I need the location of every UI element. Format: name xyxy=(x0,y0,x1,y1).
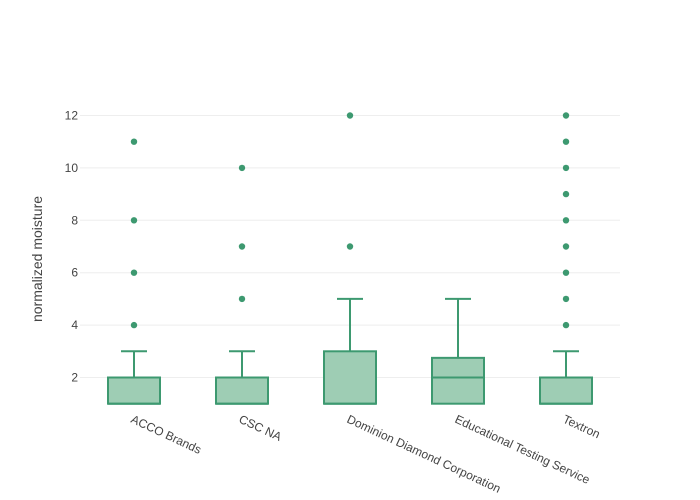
box-body xyxy=(107,376,161,405)
outlier-point xyxy=(562,243,570,250)
box-2 xyxy=(323,112,377,405)
x-tick-label: Textron xyxy=(561,412,603,441)
x-tick-label: ACCO Brands xyxy=(129,412,204,457)
y-tick-label: 2 xyxy=(71,371,78,385)
x-axis-ticks: ACCO Brands CSC NA Dominion Diamond Corpor… xyxy=(129,412,603,496)
box-1 xyxy=(215,164,269,405)
y-axis-label: normalized moisture xyxy=(29,196,45,322)
y-tick-label: 12 xyxy=(65,109,79,123)
outlier-point xyxy=(238,295,246,303)
outlier-point xyxy=(562,295,570,303)
outlier-point xyxy=(562,321,570,329)
box-body xyxy=(215,376,269,405)
y-tick-label: 4 xyxy=(71,318,78,332)
outlier-point xyxy=(130,269,138,276)
box-0 xyxy=(107,138,161,405)
outlier-point xyxy=(130,321,138,329)
box-3 xyxy=(431,297,485,405)
box-body xyxy=(539,376,593,405)
y-axis-ticks: 2 4 6 8 10 12 xyxy=(65,109,79,385)
outlier-point xyxy=(130,138,138,145)
outlier-point xyxy=(238,243,246,250)
outlier-point xyxy=(346,112,354,119)
outlier-point xyxy=(562,269,570,276)
outlier-point xyxy=(562,112,570,119)
box-4 xyxy=(539,112,593,405)
box-body xyxy=(323,350,377,405)
y-tick-label: 10 xyxy=(65,161,79,175)
outlier-point xyxy=(562,138,570,145)
outlier-point xyxy=(562,190,570,198)
y-tick-label: 8 xyxy=(71,213,78,227)
box-body xyxy=(431,356,485,405)
outlier-point xyxy=(562,217,570,224)
outlier-point xyxy=(562,164,570,172)
outlier-point xyxy=(238,164,246,172)
y-tick-label: 6 xyxy=(71,266,78,280)
outlier-point xyxy=(130,217,138,224)
x-tick-label: CSC NA xyxy=(237,412,284,444)
boxes xyxy=(107,112,593,405)
outlier-point xyxy=(346,243,354,250)
